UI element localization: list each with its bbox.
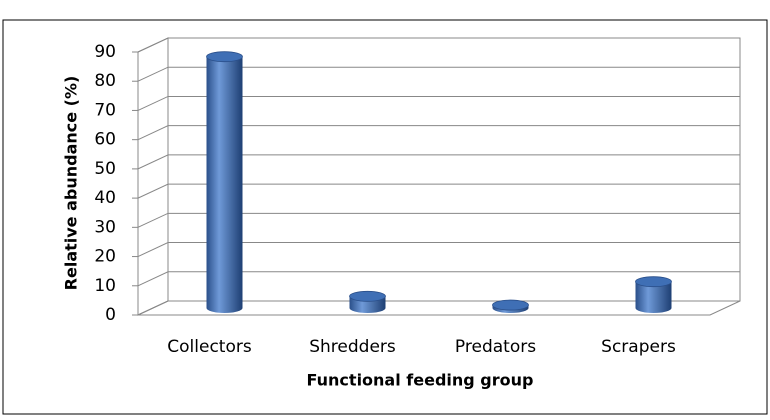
y-axis-title: Relative abundance (%) xyxy=(62,76,81,291)
bar xyxy=(492,299,529,313)
bar-part xyxy=(206,51,243,63)
grid-line xyxy=(137,125,740,141)
y-tick-label: 0 xyxy=(105,305,116,325)
x-axis-title: Functional feeding group xyxy=(307,371,534,390)
bar xyxy=(206,51,243,313)
bar-part xyxy=(349,290,386,302)
bar xyxy=(349,290,386,313)
y-tick-label: 20 xyxy=(94,247,116,267)
grid-line xyxy=(137,95,740,111)
bar-part xyxy=(635,276,672,288)
y-tick-label: 90 xyxy=(94,42,116,62)
bar-part xyxy=(492,299,529,311)
y-tick-label: 10 xyxy=(94,276,116,296)
grid-line xyxy=(137,300,740,316)
grid-line xyxy=(137,242,740,258)
y-tick-label: 70 xyxy=(94,100,116,120)
y-tick-label: 40 xyxy=(94,188,116,208)
grid-line xyxy=(137,154,740,170)
y-tick-label: 30 xyxy=(94,217,116,237)
chart-frame xyxy=(2,19,768,415)
grid-line xyxy=(137,183,740,199)
y-tick-label: 60 xyxy=(94,130,116,150)
back-wall xyxy=(167,37,741,302)
x-tick-label: Collectors xyxy=(167,337,252,357)
x-tick-label: Predators xyxy=(455,337,536,357)
y-tick-label: 80 xyxy=(94,71,116,91)
grid-line xyxy=(137,37,740,53)
bar xyxy=(635,276,672,313)
x-tick-label: Scrapers xyxy=(601,337,676,357)
x-tick-label: Shredders xyxy=(309,337,396,357)
grid-line xyxy=(137,66,740,82)
y-tick-label: 50 xyxy=(94,159,116,179)
grid-line xyxy=(137,212,740,228)
grid-line xyxy=(137,271,740,287)
bar-part xyxy=(206,56,243,308)
bar-part xyxy=(349,296,386,308)
